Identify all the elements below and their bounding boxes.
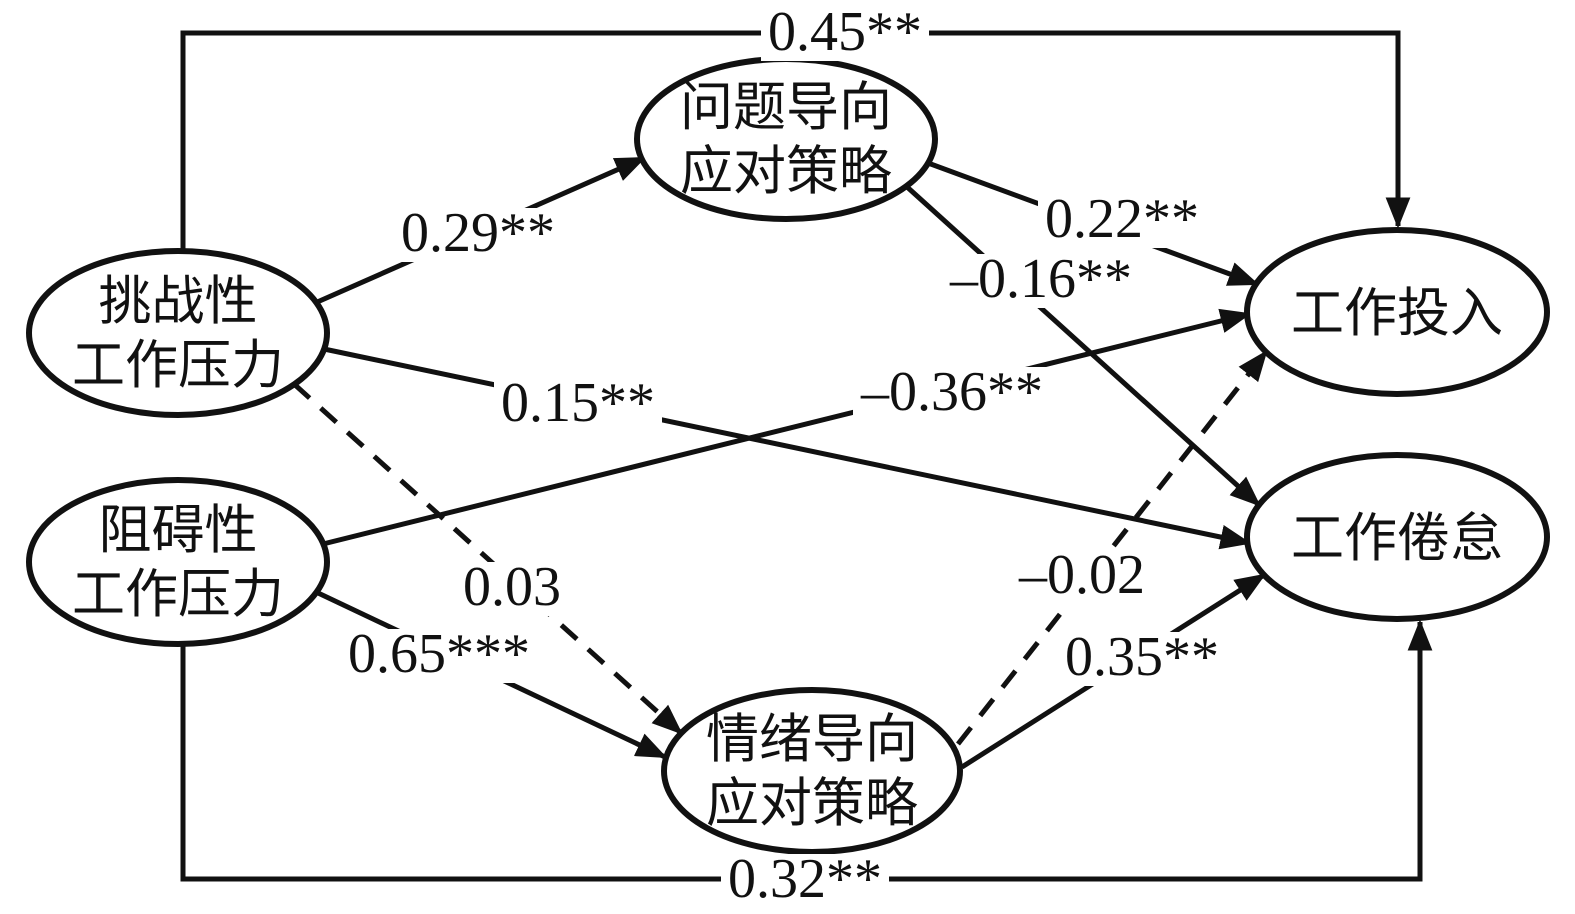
challenge-to-burnout-path (323, 346, 1252, 550)
challenge-to-problem-coping-coefficient-background (394, 208, 562, 262)
emotion-coping-label-line1: 情绪导向 (706, 711, 918, 769)
emotion-coping-to-engagement-coefficient-background (1011, 550, 1152, 604)
challenge-to-emotion-coping-path (292, 382, 683, 735)
problem-coping-label-line2: 应对策略 (680, 143, 892, 201)
problem-coping-label-line1: 问题导向 (680, 79, 892, 137)
challenge-to-burnout-coefficient-background (494, 378, 662, 432)
hindrance-to-engagement-path (322, 308, 1252, 547)
hindrance-to-emotion-coping-coefficient: 0.65*** (348, 623, 530, 685)
coefficient-labels-layer: 0.45** 0.29** 0.22**–0.16** 0.15** –0.36** 0.… (341, 1, 1226, 910)
emotion-coping-ellipse (661, 687, 963, 855)
hindrance-stress-ellipse (26, 477, 330, 647)
emotion-coping-to-engagement-coefficient: –0.02 (1018, 544, 1145, 606)
problem-coping-to-engagement-coefficient-background (1038, 194, 1206, 248)
problem-coping-to-burnout-coefficient-background (942, 254, 1139, 308)
hindrance-stress-label-line1: 阻碍性 (99, 502, 258, 560)
problem-coping-to-burnout-coefficient: –0.16** (949, 248, 1132, 310)
work-engagement-label-line1: 工作投入 (1291, 285, 1503, 343)
emotion-coping-to-engagement-path (956, 350, 1268, 746)
hindrance-to-burnout-coefficient-background (721, 854, 889, 908)
challenge-to-problem-coping-coefficient: 0.29** (401, 202, 555, 264)
work-engagement-ellipse (1244, 227, 1550, 397)
work-burnout-ellipse (1244, 452, 1550, 622)
hindrance-to-burnout-coefficient: 0.32** (728, 848, 882, 910)
work-burnout-label-line1: 工作倦怠 (1291, 510, 1503, 568)
challenge-to-emotion-coping-coefficient-background (456, 562, 568, 616)
emotion-coping-to-burnout-coefficient-background (1058, 632, 1226, 686)
hindrance-to-emotion-coping-coefficient-background (341, 629, 537, 683)
challenge-to-engagement-coefficient-background (761, 7, 929, 61)
problem-coping-to-burnout-path (904, 184, 1261, 507)
challenge-to-emotion-coping-coefficient: 0.03 (463, 556, 561, 618)
challenge-to-burnout-coefficient: 0.15** (501, 372, 655, 434)
hindrance-to-engagement-coefficient: –0.36** (860, 361, 1043, 423)
challenge-stress-ellipse (26, 248, 330, 418)
emotion-coping-to-burnout-coefficient: 0.35** (1065, 626, 1219, 688)
hindrance-to-engagement-coefficient-background (853, 367, 1050, 421)
challenge-stress-label-line2: 工作压力 (72, 337, 284, 395)
hindrance-stress-label-line2: 工作压力 (72, 566, 284, 624)
problem-coping-to-engagement-coefficient: 0.22** (1045, 188, 1199, 250)
emotion-coping-label-line2: 应对策略 (706, 775, 918, 833)
challenge-to-engagement-coefficient: 0.45** (768, 1, 922, 63)
challenge-stress-label-line1: 挑战性 (99, 273, 258, 331)
